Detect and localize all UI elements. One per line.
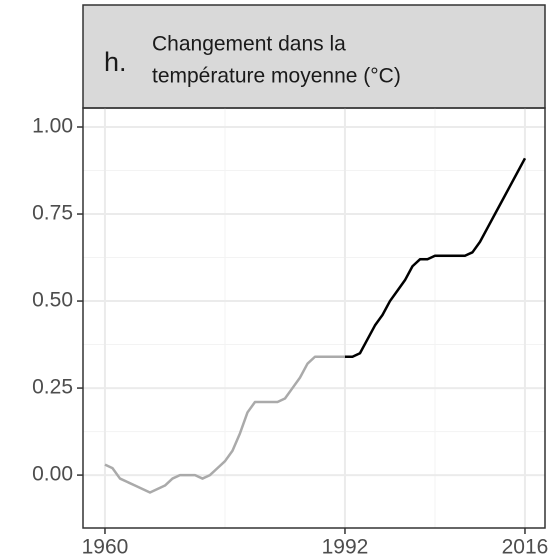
y-tick-label: 0.50 <box>32 289 73 312</box>
strip <box>82 4 546 109</box>
line-series <box>344 157 527 358</box>
x-tick-label: 2016 <box>502 536 549 555</box>
x-tick-label: 1992 <box>322 536 369 555</box>
chart-title: température moyenne (°C) <box>152 65 401 88</box>
y-tick-label: 0.25 <box>32 376 73 399</box>
panel-label: h. <box>104 47 127 77</box>
plot: 0.00 0.25 0.50 0.75 1.00 1960 1992 2016 <box>32 108 548 555</box>
chart-title: Changement dans la <box>152 33 346 56</box>
x-tick-label: 1960 <box>82 536 129 555</box>
y-tick-label: 1.00 <box>32 115 73 138</box>
y-tick-label: 0.00 <box>32 463 73 486</box>
y-tick-label: 0.75 <box>32 202 73 225</box>
panel-border <box>82 107 546 529</box>
line-series <box>104 355 345 494</box>
